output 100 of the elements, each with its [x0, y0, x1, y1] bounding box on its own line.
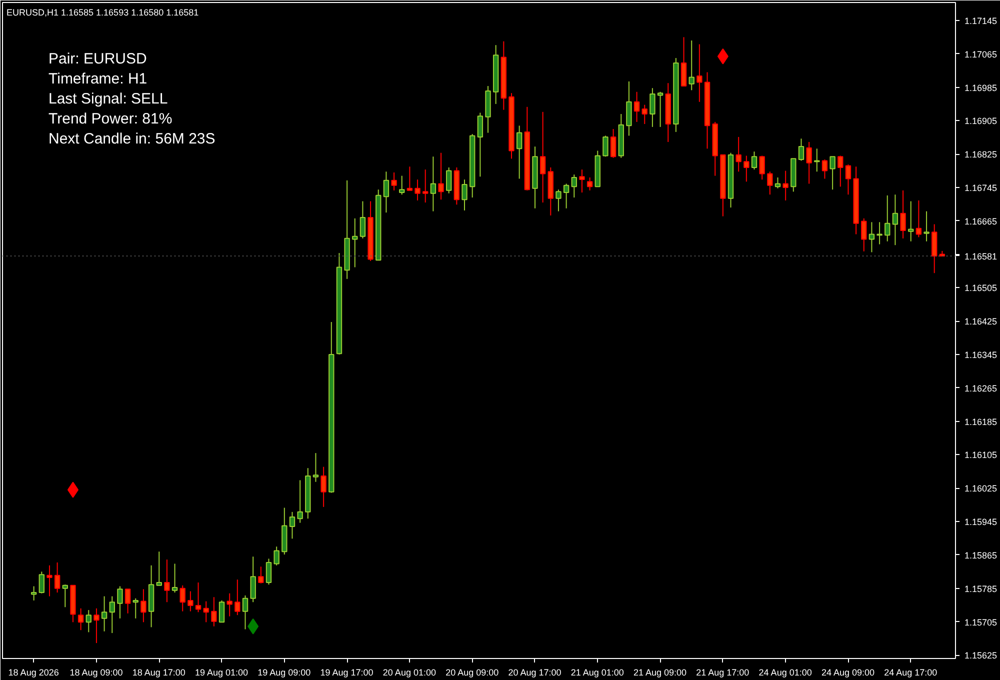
- x-tick-label: 20 Aug 17:00: [508, 668, 562, 678]
- candlestick: [462, 179, 468, 211]
- candlestick: [602, 135, 608, 158]
- candlestick: [180, 584, 186, 612]
- candlestick: [211, 596, 217, 627]
- candlestick: [312, 452, 319, 482]
- candlestick: [430, 156, 436, 212]
- y-tick-label: 1.16985: [964, 82, 998, 93]
- y-tick-label: 1.16265: [964, 383, 998, 394]
- candlestick: [218, 600, 225, 623]
- candlestick: [892, 194, 898, 246]
- candlestick: [782, 170, 788, 201]
- candlestick: [360, 200, 366, 239]
- candlestick: [164, 559, 170, 603]
- x-tick-label: 18 Aug 2026: [8, 668, 59, 678]
- y-tick-label: 1.15865: [964, 550, 998, 560]
- candlestick: [822, 159, 828, 180]
- candlestick: [140, 588, 146, 623]
- candlestick: [759, 155, 765, 180]
- candlestick: [516, 125, 522, 180]
- candlestick: [124, 588, 131, 614]
- candlestick: [101, 596, 108, 632]
- candlestick: [446, 166, 452, 194]
- y-tick-label: 1.15705: [964, 617, 998, 628]
- candlestick: [838, 155, 844, 188]
- y-tick-label: 1.16345: [964, 350, 998, 360]
- candlestick: [477, 112, 484, 178]
- annotation: Pair: EURUSD: [48, 50, 148, 68]
- candlestick: [751, 151, 758, 170]
- candlestick: [696, 44, 702, 102]
- candlestick: [132, 598, 138, 619]
- candlestick: [156, 551, 162, 586]
- candlestick: [900, 190, 906, 239]
- x-tick-label: 24 Aug 17:00: [884, 668, 938, 678]
- candlestick: [540, 111, 546, 204]
- candlestick: [172, 563, 178, 594]
- candlestick: [266, 558, 272, 586]
- candlestick: [830, 156, 836, 190]
- y-tick-label: 1.16105: [964, 450, 998, 460]
- y-tick-label: 1.16665: [964, 216, 998, 226]
- candlestick: [868, 222, 875, 253]
- candlestick: [688, 40, 694, 91]
- candlestick: [571, 174, 577, 198]
- candlestick: [414, 179, 420, 201]
- y-tick-label: 1.16185: [964, 416, 998, 427]
- x-tick-label: 24 Aug 09:00: [821, 668, 875, 678]
- annotation: Next Candle in: 56M 23S: [48, 130, 216, 148]
- candlestick: [86, 610, 92, 633]
- candlestick: [352, 218, 358, 268]
- annotation: Last Signal: SELL: [48, 90, 168, 108]
- y-tick-label: 1.16025: [964, 484, 998, 494]
- y-tick-label: 1.16825: [964, 150, 998, 160]
- candlestick: [78, 608, 84, 631]
- candlestick: [250, 556, 256, 603]
- candlestick: [657, 91, 664, 128]
- y-tick-label: 1.17145: [964, 16, 998, 26]
- candlestick: [117, 586, 123, 619]
- x-tick-label: 21 Aug 01:00: [570, 668, 624, 678]
- text: EURUSD,H1 1.16585 1.16593 1.16580 1.16581: [6, 8, 199, 18]
- candlestick: [54, 562, 60, 594]
- y-tick-label: 1.15945: [964, 517, 998, 528]
- candlestick: [563, 183, 570, 209]
- candlestick: [422, 169, 428, 204]
- candlestick: [109, 596, 115, 634]
- candlestick: [258, 566, 264, 584]
- candlestick: [46, 564, 52, 597]
- x-tick-label: 20 Aug 09:00: [446, 668, 499, 678]
- candlestick: [634, 91, 640, 122]
- candlestick: [650, 88, 656, 128]
- candlestick: [38, 571, 45, 594]
- candlestick: [320, 466, 326, 508]
- annotation: Trend Power: 81%: [48, 110, 172, 128]
- candlestick: [610, 128, 616, 158]
- y-tick-label: 1.16905: [964, 116, 998, 126]
- x-tick-label: 21 Aug 09:00: [634, 668, 687, 678]
- candlestick: [556, 189, 562, 212]
- candlestick: [226, 592, 232, 617]
- x-tick-label: 19 Aug 01:00: [194, 668, 248, 678]
- candlestick: [195, 582, 202, 613]
- candlestick: [932, 224, 938, 274]
- ref-line-label: 1.16581: [964, 251, 998, 262]
- y-tick-label: 1.16745: [964, 182, 998, 193]
- candlestick: [586, 176, 593, 191]
- y-tick-label: 1.15625: [964, 650, 998, 661]
- x-tick-label: 21 Aug 17:00: [696, 668, 750, 678]
- candlestick: [774, 176, 781, 189]
- x-tick-label: 19 Aug 09:00: [258, 668, 311, 678]
- candlestick: [642, 104, 648, 125]
- x-tick-label: 19 Aug 17:00: [320, 668, 374, 678]
- candlestick: [845, 164, 852, 196]
- x-tick-label: 18 Aug 17:00: [132, 668, 186, 678]
- candlestick: [406, 166, 413, 191]
- y-tick-label: 1.16425: [964, 316, 998, 327]
- candlestick: [383, 171, 390, 214]
- candlestick: [242, 594, 248, 630]
- x-tick-label: 20 Aug 01:00: [382, 668, 436, 678]
- candlestick: [274, 546, 280, 566]
- y-tick-label: 1.17065: [964, 49, 998, 60]
- candlestick: [438, 152, 444, 200]
- candlestick: [767, 171, 773, 196]
